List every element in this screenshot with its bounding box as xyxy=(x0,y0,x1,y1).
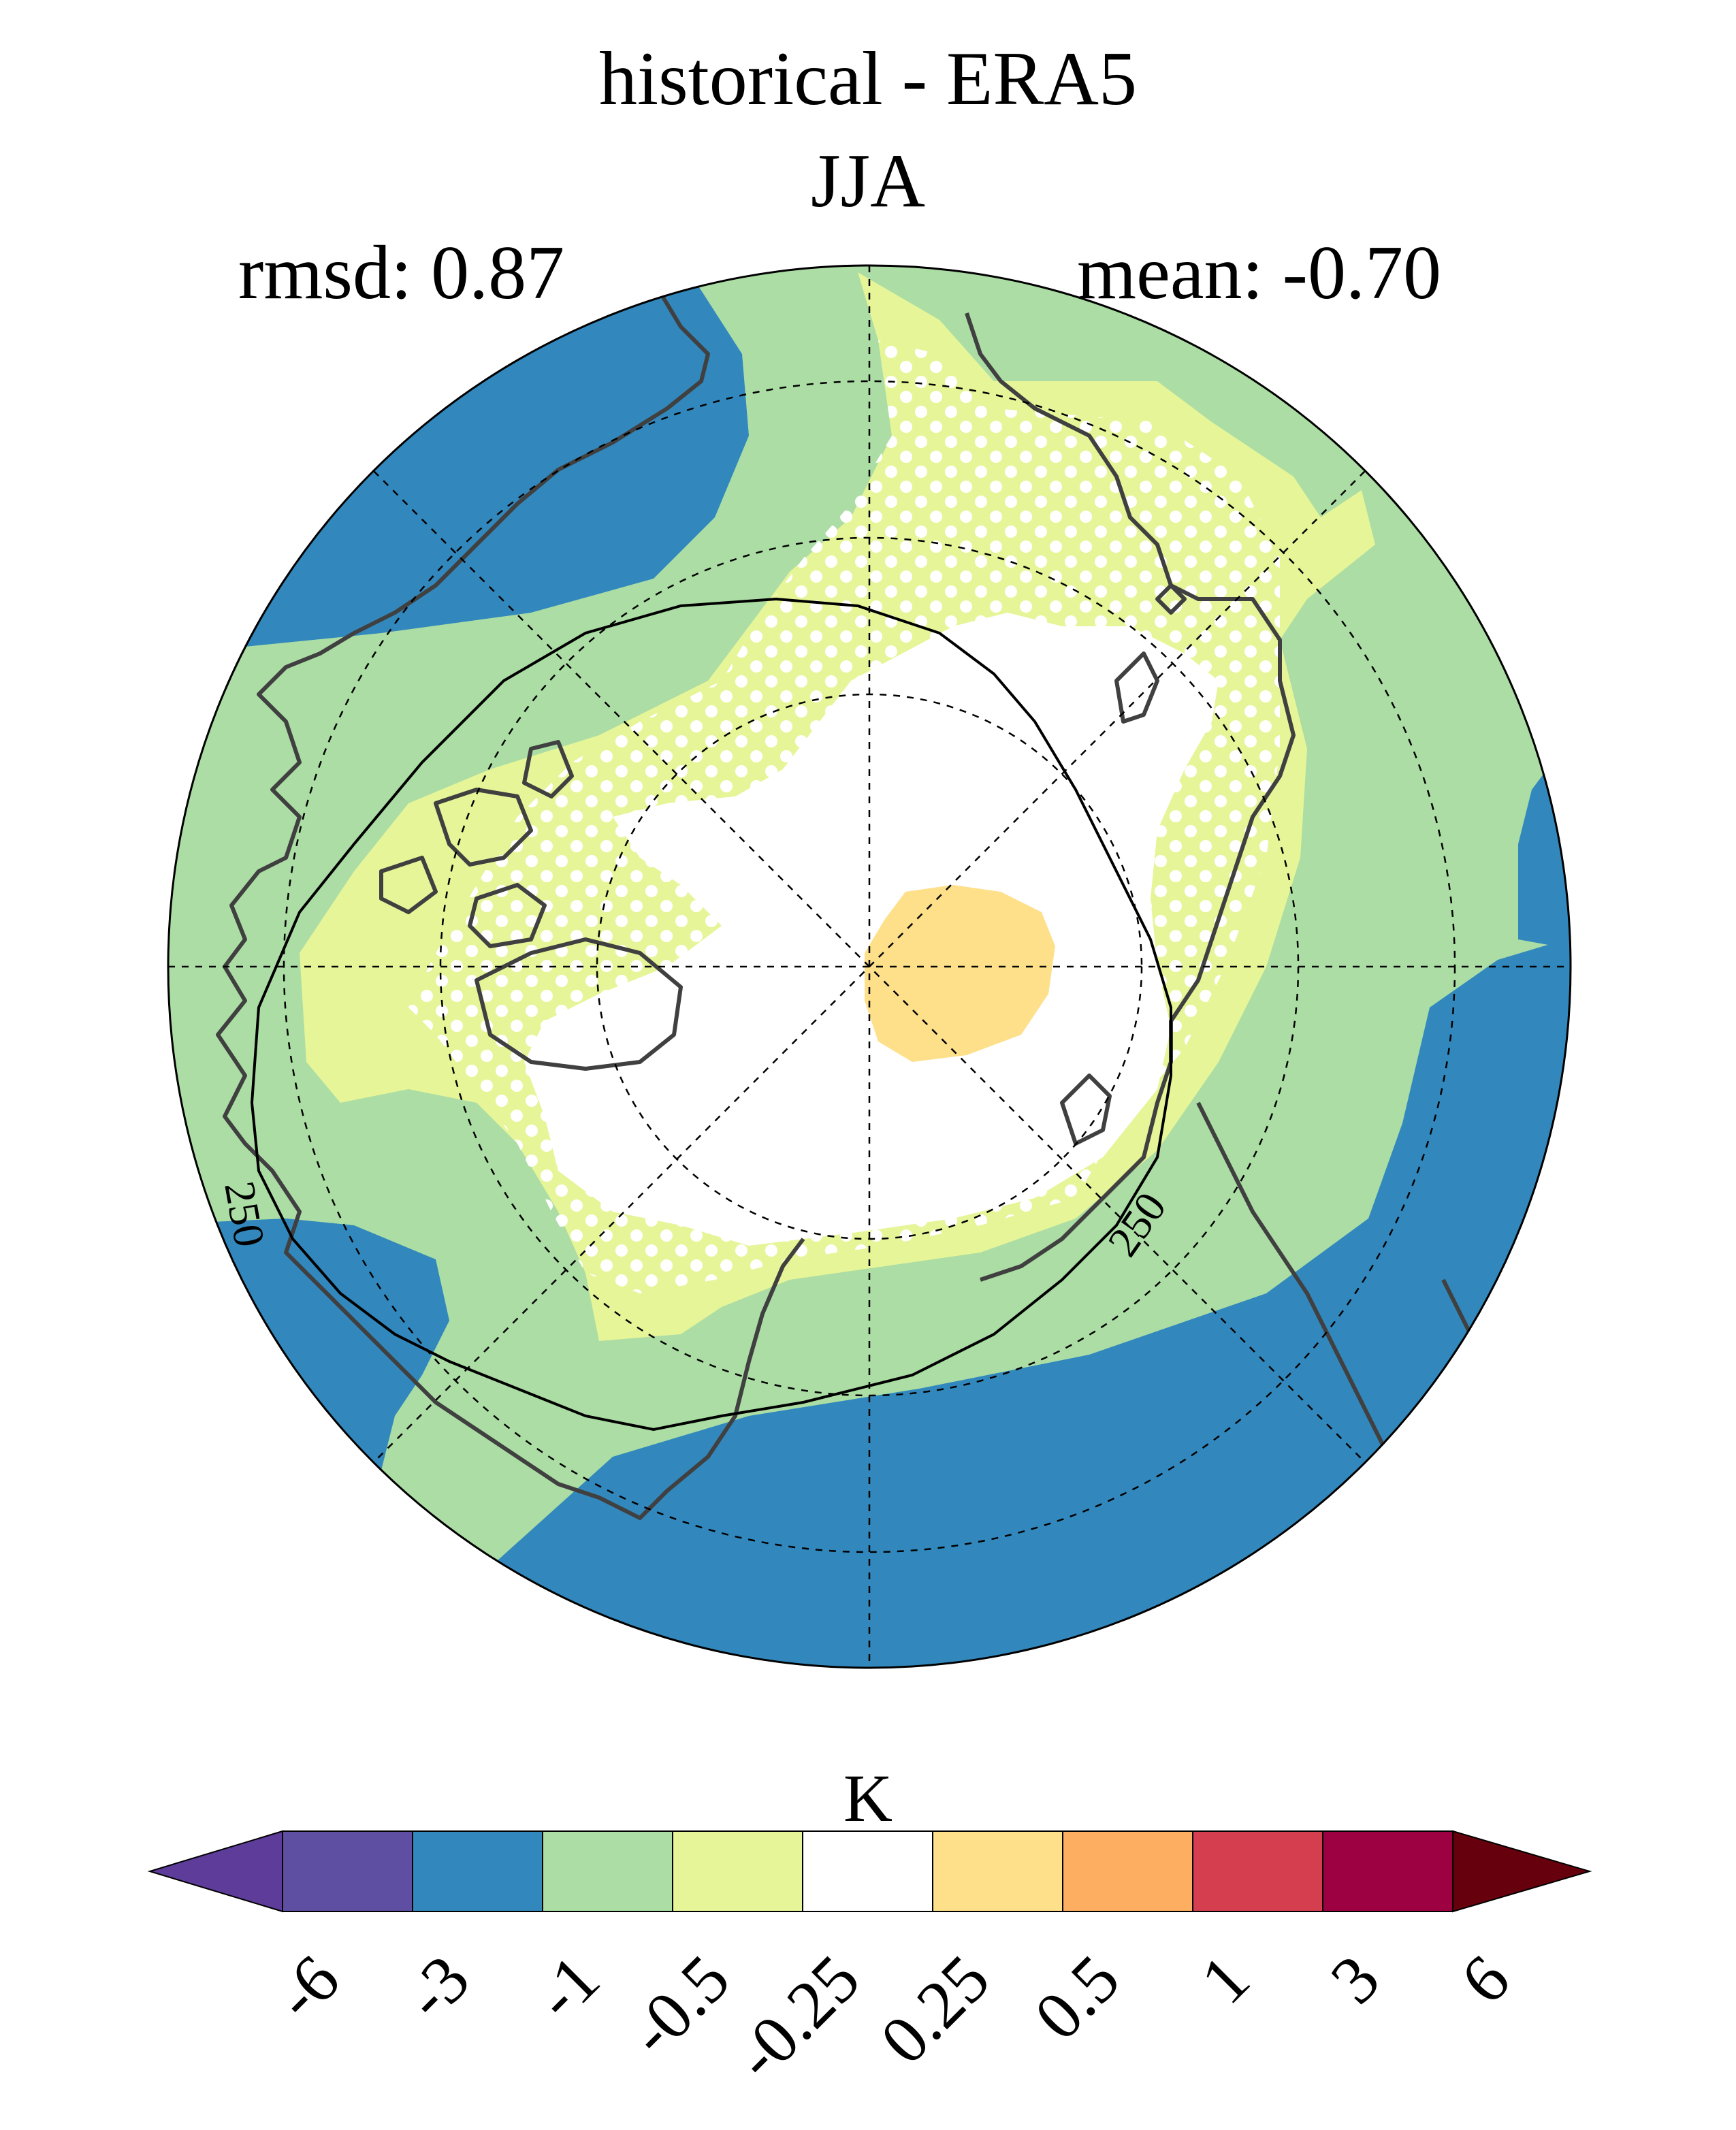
colorbar-segment xyxy=(542,1830,673,1912)
colorbar-segment xyxy=(672,1830,803,1912)
colorbar-extend-min xyxy=(147,1830,283,1913)
map-title: historical - ERA5 xyxy=(598,37,1138,121)
colorbar-segments xyxy=(147,1830,1592,1913)
season-subtitle: JJA xyxy=(810,139,926,223)
meridian-diagonal-b xyxy=(373,470,1366,1463)
contour-250 xyxy=(250,597,1172,1432)
stippling-mask-core xyxy=(545,640,1198,1232)
colorbar-segment xyxy=(1322,1830,1453,1912)
map-boundary xyxy=(167,264,1572,1669)
colorbar-segment xyxy=(1062,1830,1193,1912)
coastline-greenland xyxy=(475,937,683,1071)
coastline-north-america xyxy=(216,291,805,1520)
contour-label-left: 250 xyxy=(215,1178,274,1250)
mean-label: mean: -0.70 xyxy=(1077,231,1441,315)
colorbar-segment xyxy=(802,1830,933,1912)
graticule xyxy=(168,265,1571,1668)
coastline-canadian-arctic-islands xyxy=(379,740,574,948)
colorbar-extend-max xyxy=(1452,1830,1592,1913)
coastline-svalbard xyxy=(1060,1074,1112,1146)
field-light-orange-overlay xyxy=(865,885,1055,1062)
rmsd-label: rmsd: 0.87 xyxy=(238,231,565,315)
map-fill-layers xyxy=(168,265,1571,1668)
colorbar-unit-label: K xyxy=(843,1760,893,1836)
field-blue-south xyxy=(477,939,1571,1668)
colorbar-segment xyxy=(412,1830,543,1912)
field-blue-east xyxy=(1518,756,1571,953)
colorbar-segment xyxy=(932,1830,1063,1912)
colorbar-segment xyxy=(282,1830,413,1912)
coastline-eurasia xyxy=(965,312,1296,1282)
colorbar-segment xyxy=(1192,1830,1323,1912)
